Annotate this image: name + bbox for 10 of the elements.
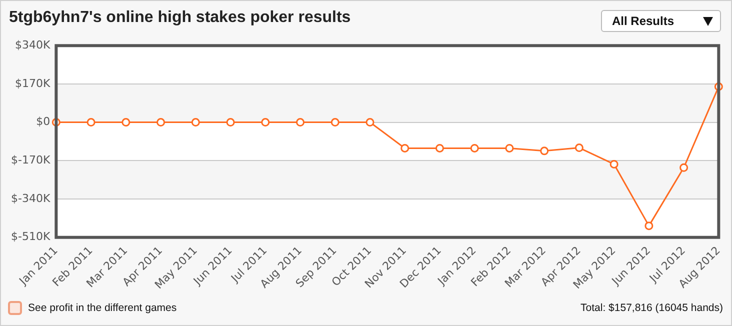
y-tick-label: $0 bbox=[36, 115, 50, 128]
y-tick-label: $-510K bbox=[10, 230, 51, 244]
dropdown: All Results bbox=[601, 10, 721, 32]
text: Total: $157,816 (16045 hands) bbox=[580, 302, 723, 314]
y-tick-label: $170K bbox=[14, 76, 51, 90]
text: See profit in the different games bbox=[28, 302, 177, 314]
y-tick-label: $340K bbox=[14, 38, 51, 52]
chart-title: 5tgb6yhn7's online high stakes poker results bbox=[9, 9, 351, 27]
y-tick-label: $-340K bbox=[10, 192, 51, 205]
y-tick-label: $-170K bbox=[10, 153, 51, 166]
